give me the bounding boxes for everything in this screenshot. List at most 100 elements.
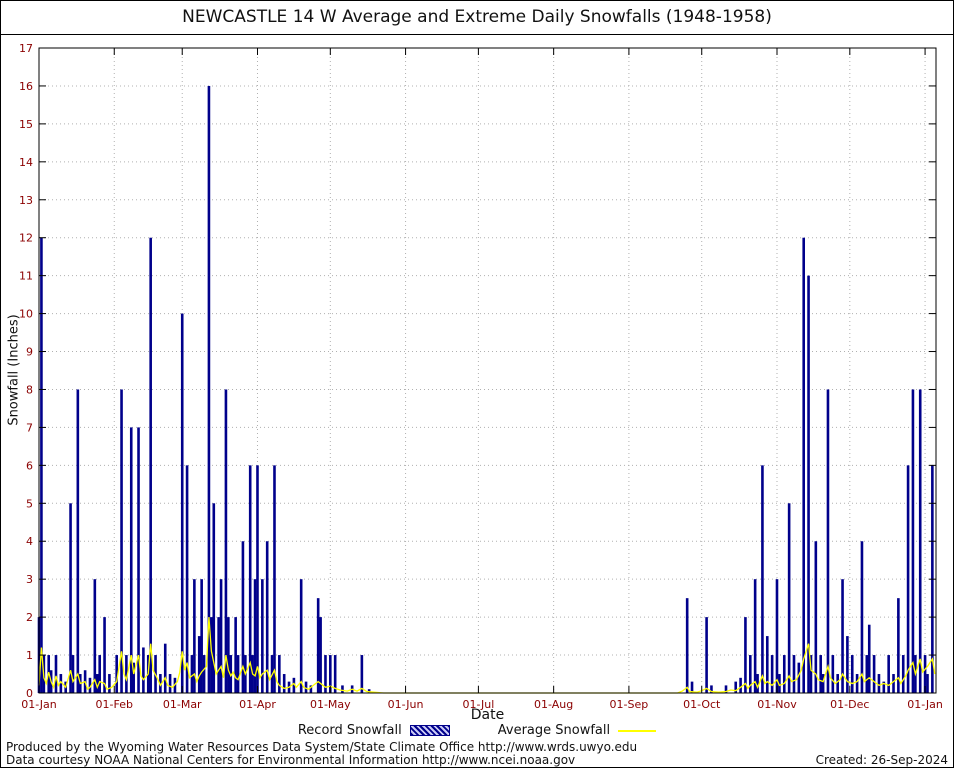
y-tick-label: 8 (26, 383, 33, 396)
record-snowfall-bar (901, 655, 905, 693)
record-snowfall-bar (802, 237, 805, 693)
y-tick-label: 15 (19, 118, 33, 131)
record-snowfall-bar (319, 617, 322, 693)
x-tick-label: 01-Jan (907, 698, 943, 710)
record-snowfall-bar (168, 674, 172, 693)
record-snowfall-bar (273, 465, 276, 693)
record-snowfall-bar (341, 685, 344, 693)
record-snowfall-bar (710, 685, 713, 693)
y-tick-label: 1 (26, 649, 33, 662)
x-tick-label: 01-May (310, 698, 351, 710)
record-snowfall-bar (814, 541, 818, 693)
average-snowfall-swatch (618, 729, 657, 732)
record-snowfall-bar (309, 685, 313, 693)
record-snowfall-bar (333, 655, 337, 693)
record-snowfall-bar (744, 617, 747, 693)
record-snowfall-bar (54, 655, 58, 693)
record-snowfall-bar (882, 681, 886, 693)
record-snowfall-bar (193, 579, 196, 693)
x-tick-label: 01-Jan (21, 698, 57, 710)
y-tick-label: 6 (26, 459, 33, 472)
record-snowfall-bar (227, 617, 230, 693)
y-tick-label: 9 (26, 346, 33, 359)
record-snowfall-bar (137, 427, 140, 693)
record-snowfall-bar (180, 313, 184, 693)
record-snowfall-bar (200, 579, 203, 693)
x-tick-label: 01-Apr (239, 698, 276, 710)
record-snowfall-bar (76, 389, 80, 693)
record-snowfall-bar (841, 579, 844, 693)
record-snowfall-bar (867, 624, 871, 693)
record-snowfall-bar (836, 674, 839, 693)
y-tick-label: 3 (26, 573, 33, 586)
record-snowfall-bar (212, 503, 216, 693)
record-snowfall-bar (98, 655, 101, 693)
record-snowfall-bar (108, 674, 111, 693)
y-tick-label: 4 (26, 535, 33, 548)
record-snowfall-bar (782, 655, 786, 693)
x-tick-label: 01-Feb (96, 698, 133, 710)
y-tick-label: 16 (19, 80, 33, 93)
record-snowfall-bar (911, 389, 915, 693)
legend-average-label: Average Snowfall (497, 723, 611, 738)
x-tick-label: 01-Nov (757, 698, 797, 710)
record-snowfall-bar (724, 685, 728, 693)
record-snowfall-bar (120, 389, 123, 693)
record-snowfall-bar (234, 617, 237, 693)
record-snowfall-bar (253, 579, 257, 693)
record-snowfall-bar (826, 389, 830, 693)
x-tick-label: 01-Dec (830, 698, 869, 710)
record-snowfall-bar (88, 677, 92, 693)
record-snowfall-bar (887, 655, 890, 693)
record-snowfall-bar (93, 579, 97, 693)
x-tick-label: 01-Mar (163, 698, 202, 710)
y-tick-label: 11 (19, 270, 33, 283)
record-snowfall-bar (360, 655, 364, 693)
record-snowfall-bar (831, 655, 835, 693)
y-tick-label: 12 (19, 232, 33, 245)
record-snowfall-bar (71, 655, 75, 693)
record-snowfall-bar (236, 655, 240, 693)
record-snowfall-bar (125, 655, 128, 693)
record-snowfall-bar (892, 674, 895, 693)
record-snowfall-bar (142, 647, 145, 693)
record-snowfall-bar (248, 465, 252, 693)
average-snowfall-line (38, 617, 936, 694)
record-snowfall-bar (316, 598, 320, 693)
record-snowfall-bar (59, 674, 63, 693)
x-tick-label: 01-Aug (534, 698, 573, 710)
x-tick-label: 01-Oct (683, 698, 721, 710)
record-snowfall-bar (756, 674, 759, 693)
record-snowfall-bar (855, 674, 859, 693)
y-tick-label: 14 (19, 156, 33, 169)
y-tick-label: 17 (19, 42, 33, 55)
x-tick-label: 01-Jul (462, 698, 494, 710)
record-snowfall-bar (224, 389, 228, 693)
record-snowfall-bar (241, 541, 245, 693)
record-snowfall-bar (787, 503, 791, 693)
footer-data-courtesy: Data courtesy NOAA National Centers for … (6, 753, 576, 767)
record-snowfall-bar (778, 674, 781, 693)
record-snowfall-bar (261, 579, 264, 693)
record-snowfall-bar (185, 465, 189, 693)
record-snowfall-bar (207, 85, 211, 693)
record-snowfall-bar (685, 598, 689, 693)
record-snowfall-bar (95, 674, 99, 693)
record-snowfall-bar (809, 655, 813, 693)
record-snowfall-bar (159, 674, 162, 693)
record-snowfall-bar (734, 681, 738, 693)
x-tick-label: 01-Jun (388, 698, 424, 710)
record-snowfall-swatch (409, 725, 450, 736)
record-snowfall-bar (846, 636, 849, 693)
legend-average-group: Average Snowfall (497, 723, 657, 738)
record-snowfall-bar (329, 655, 332, 693)
record-snowfall-bar (918, 389, 922, 693)
record-snowfall-bar (923, 655, 927, 693)
record-snowfall-bar (292, 677, 296, 693)
record-snowfall-bar (705, 617, 708, 693)
legend-record-group: Record Snowfall (298, 723, 450, 738)
legend: Record Snowfall Average Snowfall (1, 723, 953, 738)
record-snowfall-bar (739, 677, 742, 693)
footer-produced-by: Produced by the Wyoming Water Resources … (6, 740, 638, 754)
